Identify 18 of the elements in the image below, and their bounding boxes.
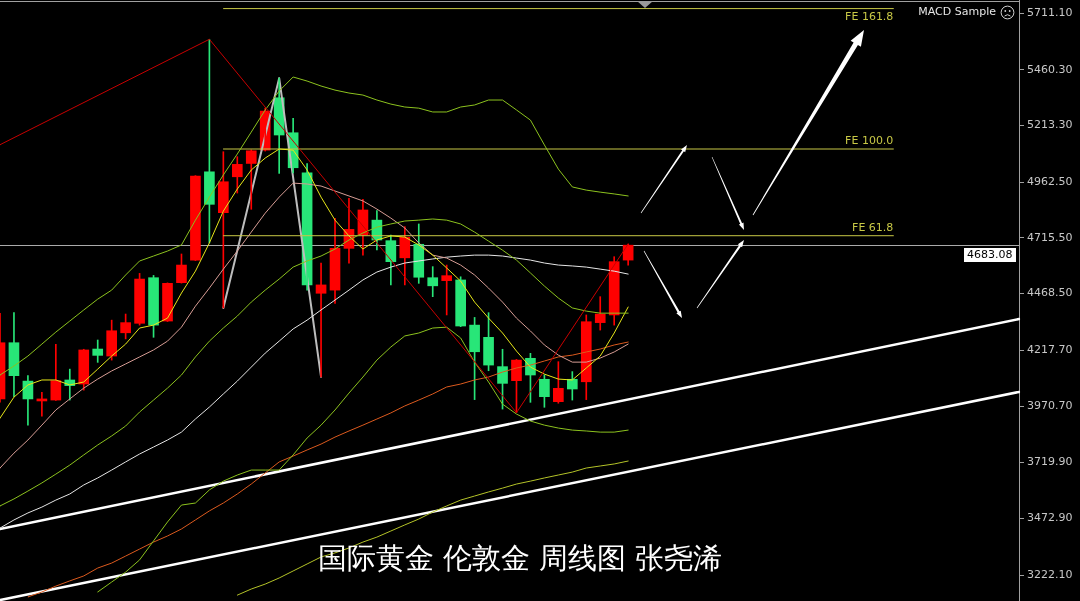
candlestick <box>441 264 453 316</box>
y-tick-label: 4962.50 <box>1027 174 1073 188</box>
series-label: FE 100.0 <box>845 134 894 148</box>
y-tick-label: 5460.30 <box>1027 62 1073 76</box>
y-tick-label: 3222.10 <box>1027 567 1073 581</box>
y-tick-label: 5213.30 <box>1027 118 1073 132</box>
text: 国际黄金 伦敦金 周线图 张尧浠 <box>317 540 723 576</box>
ref-line-label: 4683.08 <box>967 248 1013 262</box>
series-label: FE 161.8 <box>845 9 894 23</box>
series-label: FE 61.8 <box>852 221 894 235</box>
y-tick-label: 4468.50 <box>1027 286 1073 300</box>
y-tick-label: 4715.50 <box>1027 230 1073 244</box>
y-tick-label: 5711.10 <box>1027 5 1073 19</box>
y-tick-label: 3970.70 <box>1027 398 1073 412</box>
y-tick-label: 3719.90 <box>1027 455 1073 469</box>
y-tick-label: 3472.90 <box>1027 511 1073 525</box>
y-tick-label: 4217.70 <box>1027 343 1073 357</box>
annotation: MACD Sample <box>918 4 997 18</box>
